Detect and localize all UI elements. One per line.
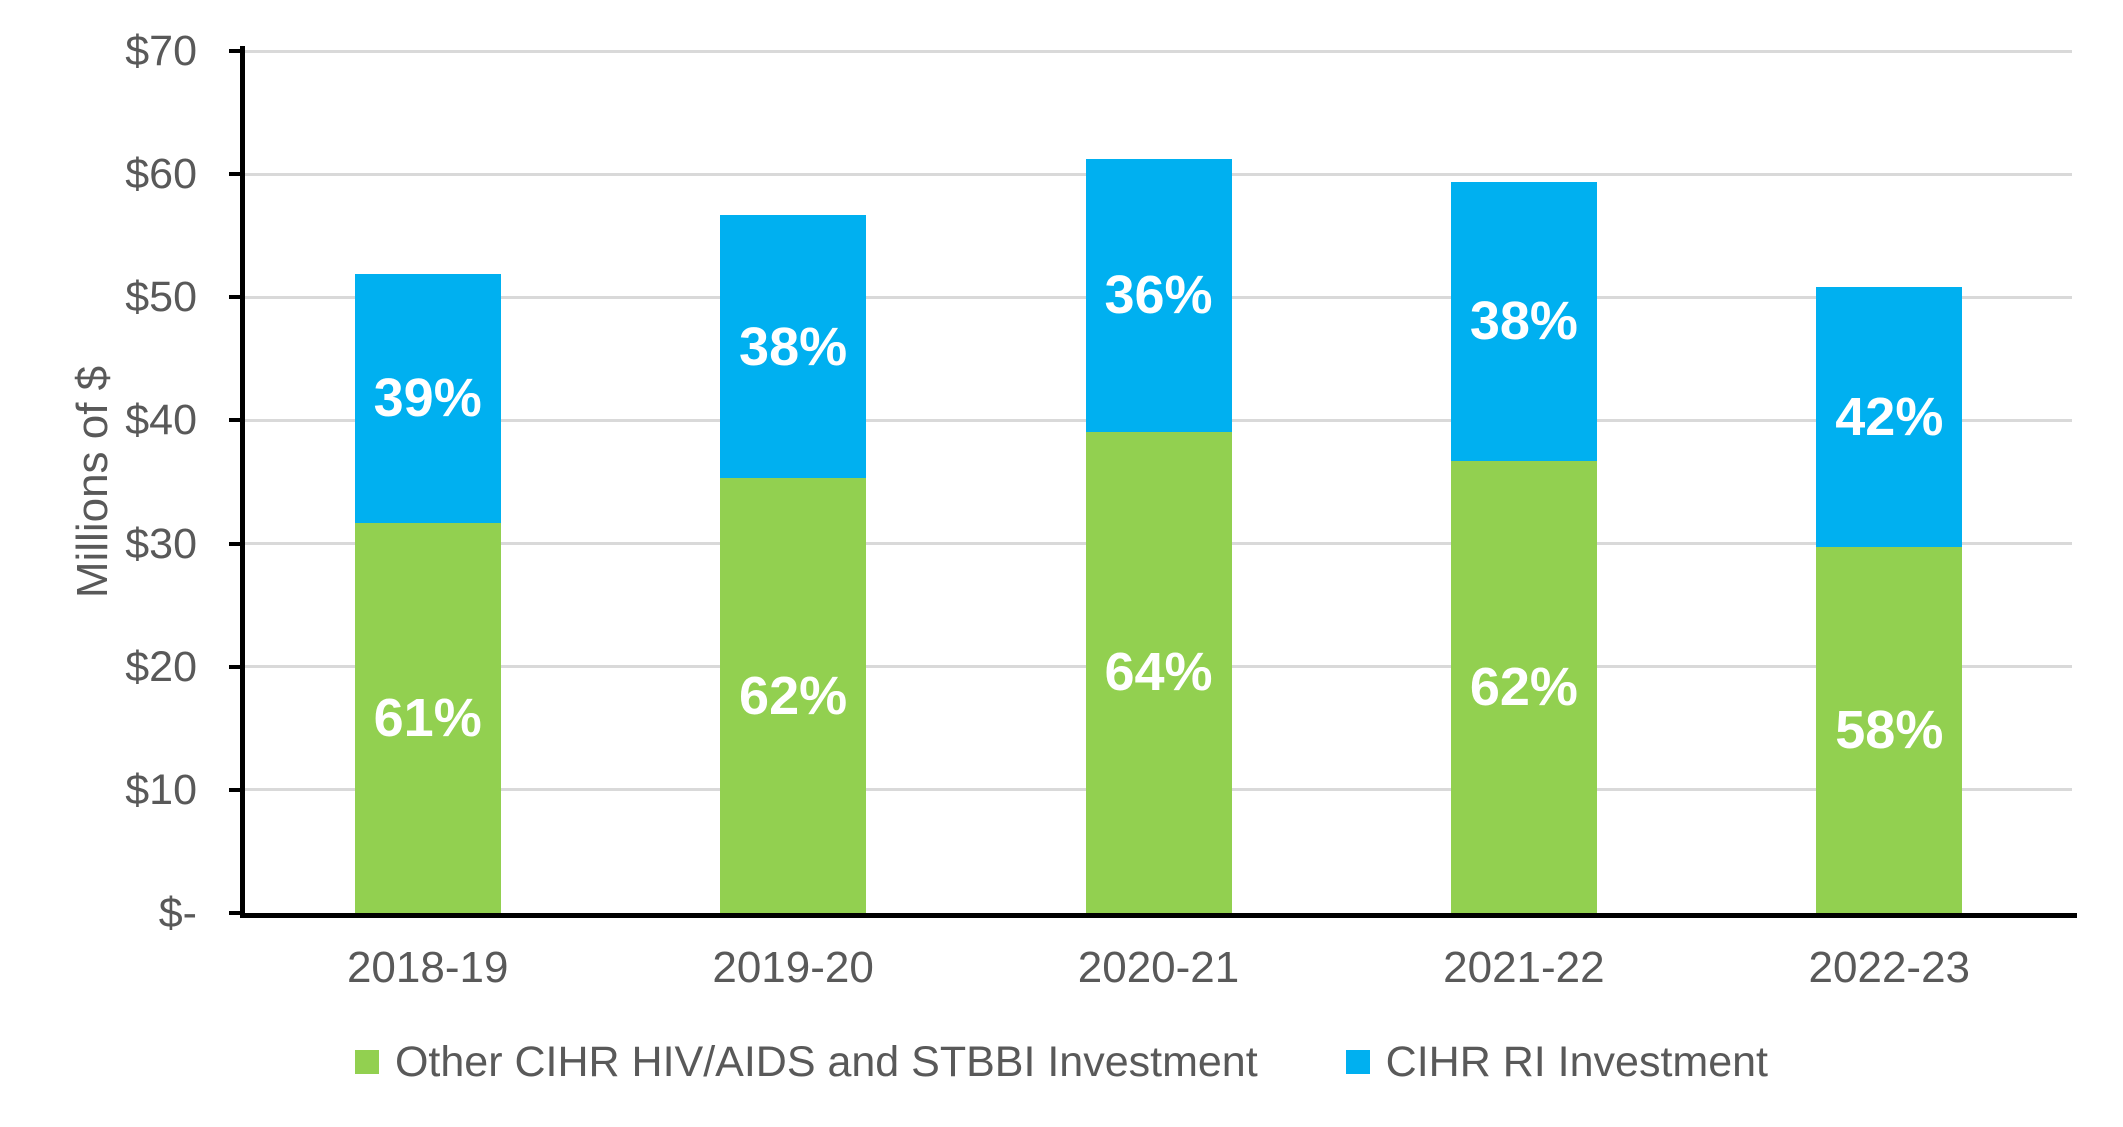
- legend-label-ri-investment: CIHR RI Investment: [1385, 1037, 1768, 1086]
- legend-item-other-investment: Other CIHR HIV/AIDS and STBBI Investment: [354, 1037, 1258, 1087]
- legend: Other CIHR HIV/AIDS and STBBI Investment…: [0, 1030, 2123, 1094]
- y-tick-label: $10: [125, 765, 197, 814]
- y-axis-tick: [229, 787, 245, 792]
- y-axis-tick: [229, 541, 245, 546]
- legend-swatch-green: [354, 1050, 379, 1074]
- gridline: [245, 49, 2072, 53]
- y-axis-tick: [229, 664, 245, 669]
- y-axis-tick: [229, 295, 245, 300]
- y-tick-label: $50: [125, 273, 197, 322]
- x-axis-label: 2020-21: [1077, 943, 1240, 992]
- percent-label: 64%: [1104, 642, 1213, 703]
- percent-label: 61%: [373, 687, 482, 748]
- percent-label: 62%: [739, 665, 848, 726]
- y-tick-label: $60: [125, 150, 197, 199]
- percent-label: 39%: [373, 368, 482, 429]
- y-tick-label: $70: [125, 27, 197, 75]
- percent-label: 58%: [1835, 700, 1944, 761]
- bar-segment-ri-investment: 36%: [1085, 159, 1232, 432]
- y-tick-label: $40: [125, 396, 197, 445]
- bar-segment-ri-investment: 38%: [1450, 181, 1597, 462]
- legend-swatch-blue: [1345, 1050, 1370, 1074]
- percent-label: 42%: [1835, 387, 1944, 448]
- y-axis-line: [240, 46, 245, 918]
- bar-segment-other-investment: 58%: [1816, 547, 1963, 913]
- x-axis-line: [240, 913, 2077, 918]
- y-tick-label: $20: [125, 642, 197, 691]
- y-tick-label: $-: [158, 889, 197, 937]
- bar-segment-ri-investment: 39%: [354, 273, 501, 523]
- y-axis-tick: [229, 911, 245, 915]
- y-axis-tick: [229, 418, 245, 423]
- y-axis-title: Millions of $: [68, 365, 117, 599]
- percent-label: 62%: [1469, 657, 1578, 718]
- legend-label-other-investment: Other CIHR HIV/AIDS and STBBI Investment: [394, 1037, 1258, 1086]
- x-axis-label: 2021-22: [1443, 943, 1605, 992]
- legend-item-ri-investment: CIHR RI Investment: [1345, 1037, 1768, 1087]
- bar-segment-ri-investment: 38%: [720, 214, 867, 479]
- y-axis-tick: [229, 49, 245, 53]
- percent-label: 38%: [739, 316, 848, 377]
- bar-segment-other-investment: 62%: [720, 478, 867, 913]
- y-tick-label: $30: [125, 519, 197, 568]
- bar-segment-ri-investment: 42%: [1816, 287, 1963, 548]
- x-axis-label: 2019-20: [712, 943, 874, 992]
- bar-segment-other-investment: 64%: [1085, 431, 1232, 913]
- x-axis-label: 2022-23: [1808, 943, 1971, 992]
- bar-segment-other-investment: 62%: [1450, 461, 1597, 913]
- percent-label: 36%: [1104, 265, 1213, 326]
- percent-label: 38%: [1469, 291, 1578, 352]
- bar-segment-other-investment: 61%: [354, 522, 501, 913]
- x-axis-label: 2018-19: [346, 943, 509, 992]
- y-axis-tick: [229, 172, 245, 177]
